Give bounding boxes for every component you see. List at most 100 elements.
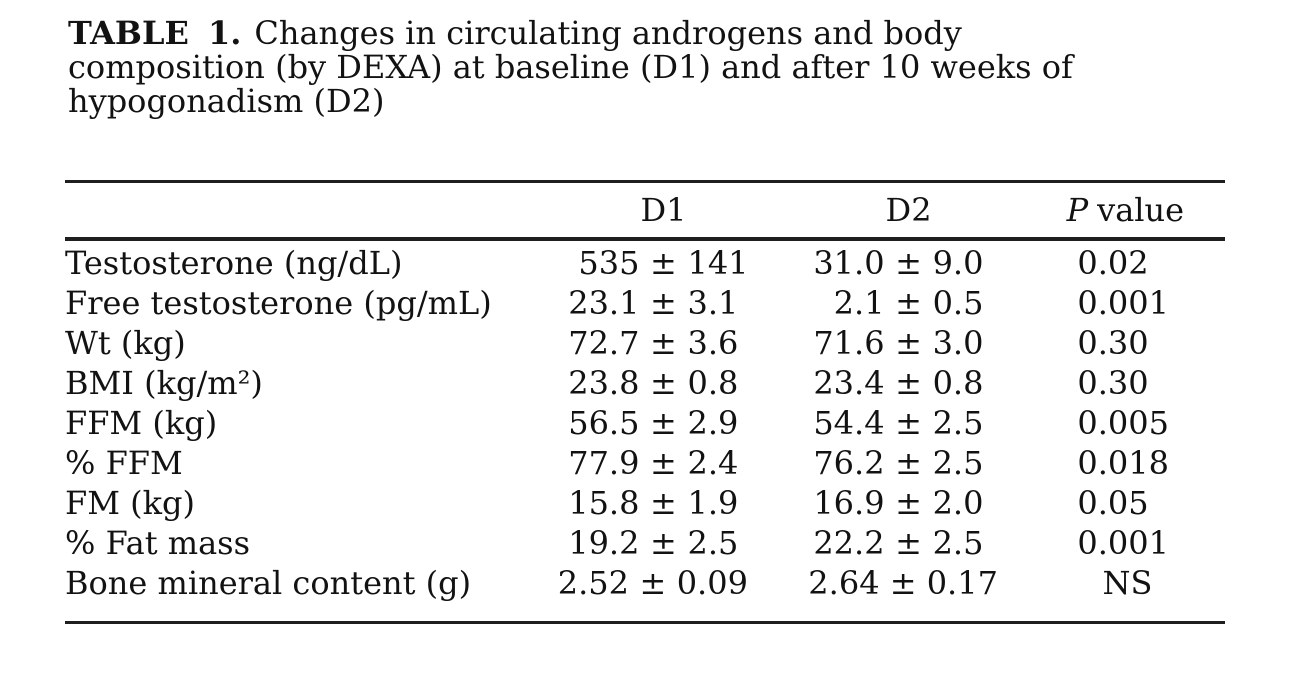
d1-value-cell: 56.5 ±2.9 — [507, 403, 750, 443]
d2-value-cell: 76.2 ±2.5 — [751, 443, 994, 483]
d2-mean: 2.64 — [808, 564, 880, 602]
bottom-rule — [65, 621, 1225, 624]
p-value-cell: NS — [998, 563, 1225, 603]
caption-line-1: TABLE 1. Changes in circulating androgens… — [68, 16, 1168, 50]
p-value: 0.30 — [1077, 324, 1149, 362]
plus-minus-symbol: ± — [895, 284, 922, 322]
p-value: 0.001 — [1077, 524, 1169, 562]
d2-mean: 31.0 — [813, 244, 885, 282]
p-value: 0.005 — [1077, 404, 1169, 442]
p-value-cell: 0.30 — [994, 363, 1225, 403]
plus-minus-symbol: ± — [650, 244, 677, 282]
d1-sd: 0.09 — [676, 564, 748, 602]
row-label: Wt (kg) — [65, 324, 186, 362]
p-value-cell: 0.001 — [994, 283, 1225, 323]
d2-sd: 3.0 — [932, 324, 984, 362]
d1-value-cell: 19.2 ±2.5 — [507, 523, 750, 563]
p-value: 0.018 — [1077, 444, 1169, 482]
table-row: % FFM 77.9 ±2.4 76.2 ±2.5 0.018 — [65, 443, 1225, 483]
plus-minus-symbol: ± — [895, 484, 922, 522]
d1-mean: 15.8 — [568, 484, 640, 522]
p-value-cell: 0.018 — [994, 443, 1225, 483]
table-row: Wt (kg) 72.7 ±3.6 71.6 ±3.0 0.30 — [65, 323, 1225, 363]
d2-mean: 54.4 — [813, 404, 885, 442]
row-label: Testosterone (ng/dL) — [65, 244, 403, 282]
plus-minus-symbol: ± — [650, 484, 677, 522]
d2-sd: 2.5 — [932, 524, 984, 562]
d1-sd: 1.9 — [687, 484, 739, 522]
d2-mean: 76.2 — [813, 444, 885, 482]
p-value: NS — [1102, 564, 1153, 602]
d1-mean: 72.7 — [568, 324, 640, 362]
p-value: 0.05 — [1077, 484, 1149, 522]
col-header-d1: D1 — [507, 183, 750, 237]
row-label: Free testosterone (pg/mL) — [65, 284, 492, 322]
col-header-d1-label: D1 — [640, 191, 687, 229]
d1-sd: 0.8 — [687, 364, 739, 402]
plus-minus-symbol: ± — [895, 324, 922, 362]
d2-sd: 0.17 — [926, 564, 998, 602]
plus-minus-symbol: ± — [895, 244, 922, 282]
table-row: BMI (kg/m²) 23.8 ±0.8 23.4 ±0.8 0.30 — [65, 363, 1225, 403]
row-label: FFM (kg) — [65, 404, 218, 442]
p-value: 0.30 — [1077, 364, 1149, 402]
d2-value-cell: 71.6 ±3.0 — [751, 323, 994, 363]
p-value-header-italic-p: P — [1066, 191, 1089, 229]
d2-sd: 0.5 — [932, 284, 984, 322]
plus-minus-symbol: ± — [895, 524, 922, 562]
plus-minus-symbol: ± — [650, 324, 677, 362]
d1-sd: 3.1 — [687, 284, 739, 322]
d1-mean: 77.9 — [568, 444, 640, 482]
d1-value-cell: 15.8 ±1.9 — [507, 483, 750, 523]
d2-mean: 23.4 — [813, 364, 885, 402]
d2-sd: 0.8 — [932, 364, 984, 402]
d1-value-cell: 23.8 ±0.8 — [507, 363, 750, 403]
table-row: % Fat mass 19.2 ±2.5 22.2 ±2.5 0.001 — [65, 523, 1225, 563]
d1-mean: 56.5 — [568, 404, 640, 442]
p-value-cell: 0.30 — [994, 323, 1225, 363]
d1-value-cell: 72.7 ±3.6 — [507, 323, 750, 363]
p-value-cell: 0.02 — [994, 243, 1225, 283]
plus-minus-symbol: ± — [639, 564, 667, 602]
caption-text-line-1: Changes in circulating androgens and bod… — [254, 14, 962, 52]
row-label: % FFM — [65, 444, 183, 482]
plus-minus-symbol: ± — [895, 364, 922, 402]
d2-sd: 2.5 — [932, 444, 984, 482]
d2-sd: 2.5 — [932, 404, 984, 442]
d2-value-cell: 2.64 ±0.17 — [748, 563, 998, 603]
caption-text-line-3: hypogonadism (D2) — [68, 82, 385, 120]
table-body: Testosterone (ng/dL) 535 ±141 31.0 ±9.0 0.… — [65, 241, 1225, 621]
caption-table-number: TABLE 1. — [68, 14, 242, 52]
row-label: BMI (kg/m²) — [65, 364, 263, 402]
d2-mean: 16.9 — [813, 484, 885, 522]
d1-mean: 23.1 — [568, 284, 640, 322]
d1-sd: 2.9 — [687, 404, 739, 442]
table-row: Bone mineral content (g) 2.52 ±0.09 2.64 ±… — [65, 563, 1225, 603]
d2-mean: 22.2 — [813, 524, 885, 562]
col-header-d2: D2 — [751, 183, 994, 237]
p-value: 0.001 — [1077, 284, 1169, 322]
d2-value-cell: 22.2 ±2.5 — [751, 523, 994, 563]
d1-sd: 3.6 — [687, 324, 739, 362]
caption-text-line-2: composition (by DEXA) at baseline (D1) a… — [68, 48, 1073, 86]
header-rule — [65, 237, 1225, 241]
table-row: FFM (kg) 56.5 ±2.9 54.4 ±2.5 0.005 — [65, 403, 1225, 443]
table-row: FM (kg) 15.8 ±1.9 16.9 ±2.0 0.05 — [65, 483, 1225, 523]
top-rule — [65, 180, 1225, 183]
p-value-cell: 0.001 — [994, 523, 1225, 563]
plus-minus-symbol: ± — [650, 364, 677, 402]
table-caption: TABLE 1. Changes in circulating androgens… — [68, 16, 1168, 118]
col-header-empty — [65, 183, 507, 237]
plus-minus-symbol: ± — [650, 524, 677, 562]
d1-sd: 141 — [687, 244, 749, 282]
table-row: Testosterone (ng/dL) 535 ±141 31.0 ±9.0 0.… — [65, 243, 1225, 283]
plus-minus-symbol: ± — [895, 444, 922, 482]
p-value-header-rest: value — [1097, 191, 1185, 229]
d1-sd: 2.5 — [687, 524, 739, 562]
d1-mean: 23.8 — [568, 364, 640, 402]
p-value-cell: 0.05 — [994, 483, 1225, 523]
